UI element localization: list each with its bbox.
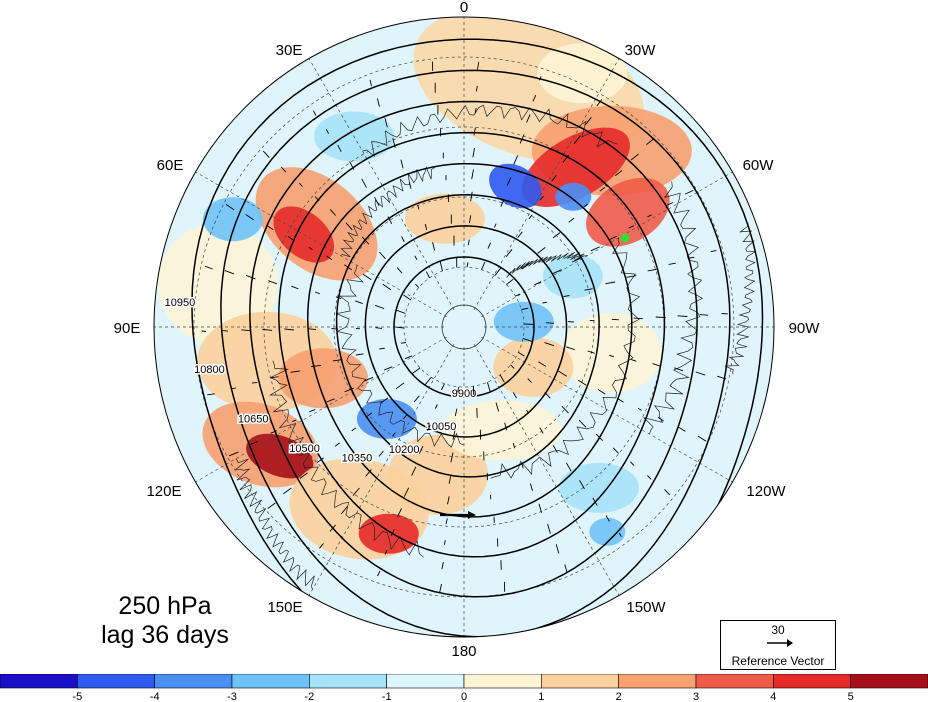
colorbar-segment <box>541 674 619 689</box>
colorbar-segment <box>850 674 928 689</box>
colorbar-segment <box>618 674 697 689</box>
contour-line <box>278 131 666 558</box>
contour-line <box>364 225 568 438</box>
contour-line <box>393 256 535 398</box>
colorbar-tick-label: 3 <box>693 691 699 702</box>
contour-line <box>191 38 764 637</box>
pressure-level-label: 250 hPa <box>118 592 212 620</box>
colorbar-segment <box>309 674 387 689</box>
longitude-label: 150E <box>267 599 302 616</box>
polar-map: 9900 10050 10200 10350 10500 10650 10800 10950 0… <box>114 0 821 660</box>
marker-dot <box>620 233 630 243</box>
colorbar-tick-label: -2 <box>304 691 314 702</box>
colorbar-tick-label: -1 <box>382 691 392 702</box>
geopotential-contours <box>191 38 764 637</box>
lag-label: lag 36 days <box>101 621 229 649</box>
contour-label: 10950 <box>165 297 196 309</box>
longitude-label: 60E <box>157 157 184 174</box>
colorbar-segment <box>154 674 233 689</box>
colorbar-segment <box>77 674 155 689</box>
wind-vectors <box>201 61 728 593</box>
reference-vector-box: 30 Reference Vector <box>720 620 836 670</box>
colorbar-tick-label: 2 <box>616 691 622 702</box>
longitude-label: 60W <box>743 157 775 174</box>
coastlines <box>234 104 757 590</box>
anomaly-layer <box>157 17 692 560</box>
contour-label: 10800 <box>194 364 225 376</box>
reference-vector-label: Reference Vector <box>731 654 825 668</box>
colorbar-segment <box>386 674 465 689</box>
contour-label: 9900 <box>452 388 476 400</box>
colorbar-segment <box>463 674 542 689</box>
reference-vector-value: 30 <box>771 623 785 637</box>
longitude-label: 30E <box>276 42 303 59</box>
colorbar-segment <box>695 674 774 689</box>
colorbar-segment <box>231 674 310 689</box>
map-border <box>153 16 775 638</box>
contour-label: 10200 <box>389 444 420 456</box>
contour-label: 10650 <box>238 413 269 425</box>
colorbar-tick-label: 5 <box>848 691 854 702</box>
longitude-label: 120W <box>746 483 786 500</box>
contour-line <box>335 194 600 478</box>
colorbar-segment <box>0 674 78 689</box>
longitude-label: 0 <box>460 0 468 16</box>
colorbar-segment <box>773 674 851 689</box>
contour-line <box>249 100 698 598</box>
colorbar-tick-label: -4 <box>150 691 160 702</box>
longitude-label: 150W <box>626 599 666 616</box>
longitude-label: 90W <box>789 320 821 337</box>
longitude-label: 120E <box>146 483 181 500</box>
contour-label: 10350 <box>342 453 373 465</box>
contour-label: 10050 <box>426 421 457 433</box>
colorbar-tick-label: -3 <box>227 691 237 702</box>
longitude-label: 90E <box>114 320 141 337</box>
colorbar: -5 -4 -3 -2 -1 0 1 2 3 4 5 <box>0 674 928 702</box>
colorbar-tick-label: 0 <box>461 691 467 702</box>
reference-arrow-icon <box>767 639 793 647</box>
colorbar-tick-label: 1 <box>538 691 544 702</box>
longitude-label: 180 <box>451 643 476 660</box>
contour-label: 10500 <box>289 443 320 455</box>
colorbar-tick-label: 4 <box>770 691 776 702</box>
longitude-label: 30W <box>625 42 657 59</box>
map-title: 250 hPa lag 36 days <box>80 592 250 650</box>
colorbar-tick-label: -5 <box>72 691 82 702</box>
